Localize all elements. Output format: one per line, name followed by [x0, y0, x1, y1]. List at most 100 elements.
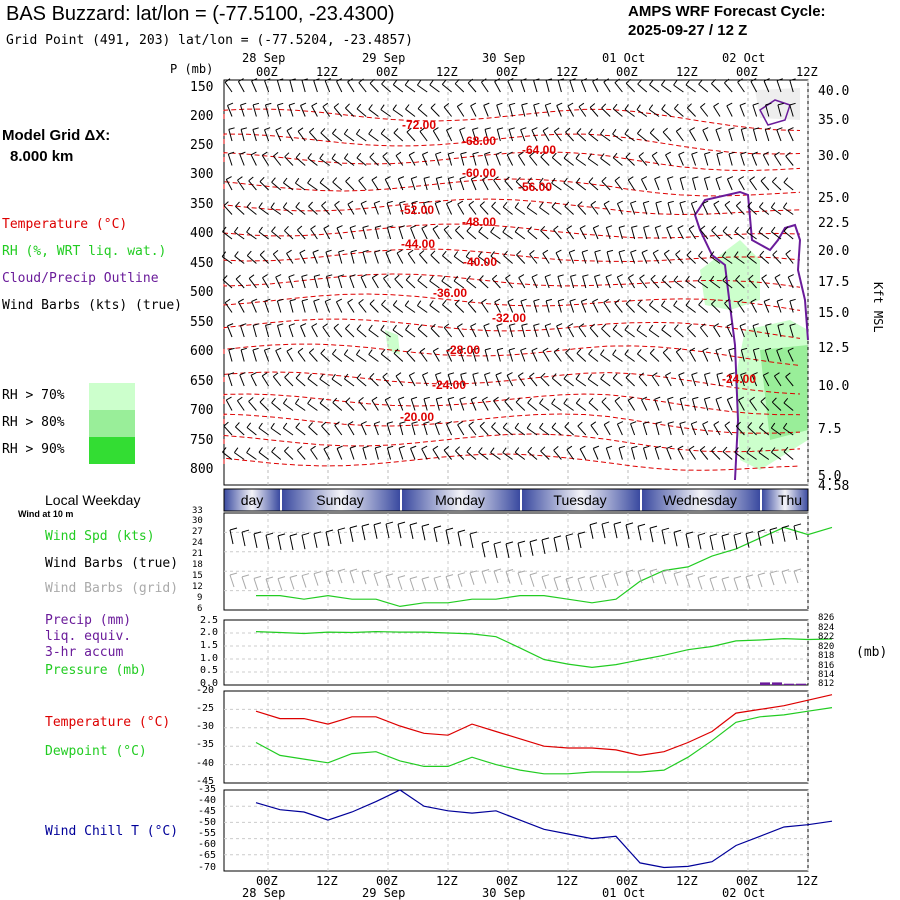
wind-barb-feather [398, 445, 405, 449]
wind-barb-feather [783, 397, 789, 404]
wind-barb [686, 327, 696, 338]
wind-barb-feather [582, 274, 589, 277]
wind-barb [479, 205, 489, 215]
pressure-panel-frame [223, 619, 809, 686]
wind-barb [446, 203, 453, 215]
wind-barb-feather [297, 446, 303, 451]
wind-barb-feather [680, 396, 687, 400]
chill-ytick: -50 [198, 817, 217, 828]
wind-barb [284, 450, 294, 460]
chill-ytick: -35 [198, 784, 217, 795]
surface-wind-barb-feather [289, 533, 298, 537]
wind-barb-feather [514, 422, 520, 429]
wind-barb-feather [704, 176, 711, 179]
wind-barb-feather [322, 323, 328, 328]
wind-barb-feather [343, 128, 349, 135]
surface-wind-barb-feather [541, 537, 550, 541]
wind-barb-feather [603, 200, 610, 205]
wind-barb-feather [783, 446, 789, 453]
pressure-tick: 350 [190, 197, 214, 212]
wind-barb [374, 252, 379, 264]
wind-barb [749, 400, 758, 411]
surface-wind-barb-feather [781, 525, 790, 529]
wind-barb [722, 230, 733, 240]
temperature-contour [223, 413, 801, 434]
top-date-label: 30 Sep [482, 51, 526, 65]
wind-barb-feather [518, 151, 524, 156]
pressure-ytick: 826 [818, 613, 835, 623]
wind-barb [762, 154, 770, 166]
wind-barb-feather [734, 226, 739, 233]
precip-bar [772, 682, 782, 685]
surface-wind-barb [781, 527, 786, 542]
wind-barb-feather [711, 78, 716, 84]
wind-barb-feather [551, 201, 557, 208]
wind-barb [625, 377, 635, 387]
surface-wind-barb-feather [793, 523, 802, 527]
wind-barb [441, 84, 452, 93]
surface-wind-barb [685, 533, 690, 549]
wind-barb-feather [356, 152, 362, 159]
wind-barb-feather [448, 372, 455, 375]
wind-barb-feather [336, 445, 343, 449]
grid-wind-barb [505, 571, 511, 584]
grid-wind-barb [469, 572, 475, 585]
wind-barb [484, 374, 489, 387]
wind-barb [740, 349, 745, 362]
wind-barb [384, 399, 392, 411]
wind-barb-feather [343, 153, 349, 159]
wind-barb [777, 325, 782, 338]
wind-barb [702, 203, 709, 215]
wind-barb-feather [521, 323, 528, 326]
wind-barb [579, 228, 587, 240]
wind-barb [715, 399, 721, 411]
wind-barb [603, 424, 611, 436]
wind-barb [356, 328, 367, 338]
grid-wind-barb [229, 574, 235, 588]
wind-barb-feather [506, 372, 513, 376]
wind-barb [345, 401, 355, 411]
grid-wind-barb-feather [421, 576, 430, 580]
wind-barb [368, 354, 379, 362]
wind-barb [759, 255, 770, 264]
wind-barb [468, 425, 477, 436]
wind-barb-feather [251, 298, 258, 302]
wind-barb [271, 231, 282, 240]
wind-barb [555, 252, 562, 264]
wind-barb-feather [484, 347, 491, 351]
wind-barb [395, 375, 404, 387]
wind-barb [666, 448, 672, 460]
wind-barb [540, 230, 550, 240]
wind-barb-feather [239, 151, 246, 155]
wind-barb-feather [398, 225, 405, 229]
grid-wind-barb [697, 577, 703, 590]
wind-barb-feather [734, 251, 739, 257]
wind-barb [479, 425, 489, 436]
wind-barb [225, 179, 233, 191]
grid-wind-barb-feather [649, 568, 658, 572]
wind-barb-feather [435, 151, 442, 155]
surface-wind-barb-feather [493, 541, 502, 545]
wind-barb-feather [518, 372, 524, 377]
surface-wind-barb-feather [553, 535, 562, 539]
wind-barb [691, 374, 697, 387]
temperature-contour [223, 198, 801, 216]
wind-barb [624, 353, 635, 362]
wind-barb-feather [333, 323, 339, 329]
wind-barb [655, 423, 660, 436]
wind-barb [456, 326, 465, 338]
wind-barb [690, 423, 697, 436]
wind-barb-feather [277, 102, 284, 106]
wind-barb-feather [320, 348, 326, 354]
wind-barb [470, 178, 477, 191]
wind-barb-feather [288, 102, 295, 106]
wind-barb-feather [222, 226, 227, 232]
wind-barb-feather [484, 372, 491, 376]
wind-barb-feather [311, 102, 318, 107]
weekday-label: day [240, 492, 264, 508]
wind-barb [227, 153, 233, 166]
wind-barb [286, 253, 294, 264]
wind-barb-feather [777, 102, 784, 106]
precip-bar [796, 683, 806, 685]
wind-barb [472, 129, 477, 142]
